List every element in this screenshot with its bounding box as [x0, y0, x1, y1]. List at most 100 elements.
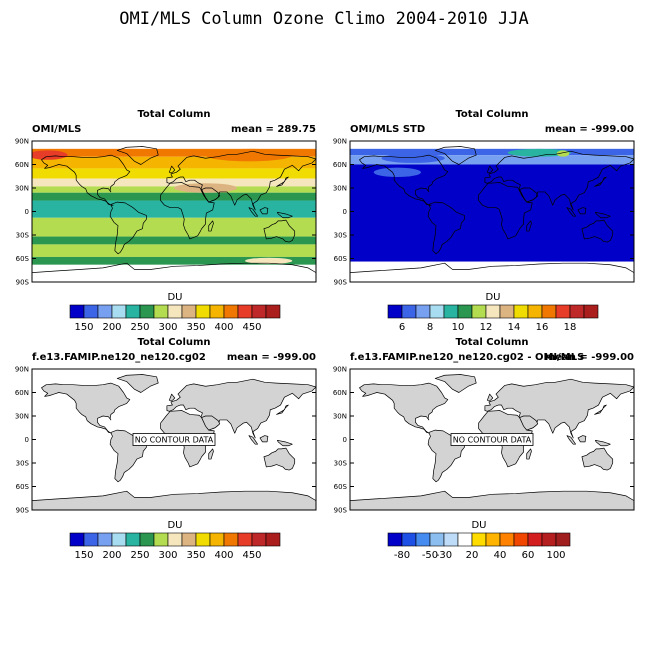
- colorbar-box: [153, 304, 169, 319]
- contour-band: [32, 178, 316, 187]
- colorbar-box: [125, 532, 141, 547]
- panel-left-label: f.e13.FAMIP.ne120_ne120.cg02 - OMI/MLS: [350, 352, 584, 363]
- contour-patch: [373, 167, 422, 178]
- contour-band: [32, 186, 316, 193]
- colorbar-tick-label: -30: [436, 550, 452, 561]
- colorbar-tick-label: 150: [74, 550, 93, 561]
- colorbar-tick-label: 60: [522, 550, 535, 561]
- panel-mean-label: mean = -999.00: [227, 352, 316, 363]
- contour-band: [32, 192, 316, 201]
- colorbar-tick-label: 150: [74, 322, 93, 333]
- colorbar-box: [541, 532, 557, 547]
- colorbar-box: [499, 532, 515, 547]
- y-tick-label: 60S: [16, 483, 30, 491]
- colorbar-box: [569, 304, 585, 319]
- no-data-label: NO CONTOUR DATA: [453, 436, 532, 445]
- panel-center-title: Total Column: [455, 109, 528, 120]
- colorbar-tick-label: 350: [186, 550, 205, 561]
- colorbar: DU 150 200 250 300 350 400 450: [69, 520, 281, 561]
- contour-band: [32, 256, 316, 265]
- contour-patch: [244, 257, 293, 264]
- y-tick-label: 90S: [16, 507, 30, 515]
- colorbar-box: [429, 532, 445, 547]
- colorbar-label: DU: [485, 292, 500, 303]
- map-area: [350, 141, 634, 282]
- y-tick-label: 30S: [334, 460, 348, 468]
- chart-panel-bottom-right: Total Column f.e13.FAMIP.ne120_ne120.cg02…: [333, 337, 635, 561]
- colorbar-tick-label: 40: [494, 550, 507, 561]
- contour-band: [350, 164, 634, 262]
- chart-panel-top-right: Total Column OMI/MLS STD mean = -999.00 90N…: [333, 109, 635, 333]
- contour-band: [32, 200, 316, 218]
- colorbar-tick-label: 20: [466, 550, 479, 561]
- y-tick-label: 30N: [15, 185, 29, 193]
- y-tick-label: 0: [25, 436, 29, 444]
- colorbar-box: [443, 532, 459, 547]
- colorbar-box: [111, 304, 127, 319]
- colorbar-box: [153, 532, 169, 547]
- figure-title: OMI/MLS Column Ozone Climo 2004-2010 JJA: [119, 9, 528, 29]
- contour-band: [32, 156, 316, 169]
- no-data-box: [450, 433, 534, 446]
- y-tick-label: 60S: [334, 255, 348, 263]
- colorbar-box: [387, 304, 403, 319]
- contour-band: [350, 148, 634, 156]
- colorbar-tick-label: 16: [536, 322, 549, 333]
- colorbar-box: [237, 304, 253, 319]
- colorbar-tick-label: 100: [546, 550, 565, 561]
- contour-band: [32, 148, 316, 157]
- colorbar-box: [181, 532, 197, 547]
- contour-band: [32, 264, 316, 282]
- colorbar-box: [125, 304, 141, 319]
- colorbar-tick-label: 12: [480, 322, 493, 333]
- no-data-box: [132, 433, 216, 446]
- no-data-label: NO CONTOUR DATA: [135, 436, 214, 445]
- colorbar-box: [223, 532, 239, 547]
- panel-center-title: Total Column: [455, 337, 528, 348]
- y-tick-label: 60S: [334, 483, 348, 491]
- colorbar-box: [139, 304, 155, 319]
- colorbar-box: [401, 304, 417, 319]
- colorbar-box: [69, 304, 85, 319]
- colorbar-box: [415, 304, 431, 319]
- colorbar-box: [181, 304, 197, 319]
- y-tick-label: 90S: [334, 507, 348, 515]
- colorbar-tick-label: 250: [130, 322, 149, 333]
- colorbar-box: [429, 304, 445, 319]
- colorbar-tick-label: 400: [214, 550, 233, 561]
- panel-mean-label: mean = 289.75: [231, 124, 316, 135]
- colorbar-box: [485, 532, 501, 547]
- colorbar-box: [195, 532, 211, 547]
- colorbar-tick-label: 18: [564, 322, 577, 333]
- y-tick-label: 60N: [15, 161, 29, 169]
- y-tick-label: 90N: [333, 138, 347, 146]
- contour-band: [350, 155, 634, 165]
- y-tick-label: 30S: [16, 232, 30, 240]
- y-tick-label: 90N: [15, 138, 29, 146]
- y-tick-label: 90N: [333, 366, 347, 374]
- colorbar-tick-label: 6: [399, 322, 405, 333]
- colorbar-box: [541, 304, 557, 319]
- colorbar-box: [499, 304, 515, 319]
- colorbar-box: [69, 532, 85, 547]
- colorbar-box: [555, 532, 571, 547]
- colorbar-tick-label: 350: [186, 322, 205, 333]
- colorbar-tick-label: 450: [242, 322, 261, 333]
- map-area: [32, 141, 316, 282]
- colorbar-box: [457, 304, 473, 319]
- y-tick-label: 0: [343, 436, 347, 444]
- colorbar-tick-label: 300: [158, 550, 177, 561]
- panel-mean-label: mean = -999.00: [545, 124, 634, 135]
- contour-patch: [32, 150, 68, 160]
- panel-left-label: OMI/MLS: [32, 124, 81, 135]
- colorbar-box: [387, 532, 403, 547]
- colorbar-box: [527, 304, 543, 319]
- colorbar: DU 150 200 250 300 350 400 450: [69, 292, 281, 333]
- colorbar-label: DU: [167, 292, 182, 303]
- colorbar-tick-label: 200: [102, 322, 121, 333]
- colorbar-tick-label: 400: [214, 322, 233, 333]
- chart-panel-top-left: Total Column OMI/MLS mean = 289.75 90N 60N 30…: [15, 109, 317, 333]
- colorbar-tick-label: 300: [158, 322, 177, 333]
- colorbar-box: [209, 532, 225, 547]
